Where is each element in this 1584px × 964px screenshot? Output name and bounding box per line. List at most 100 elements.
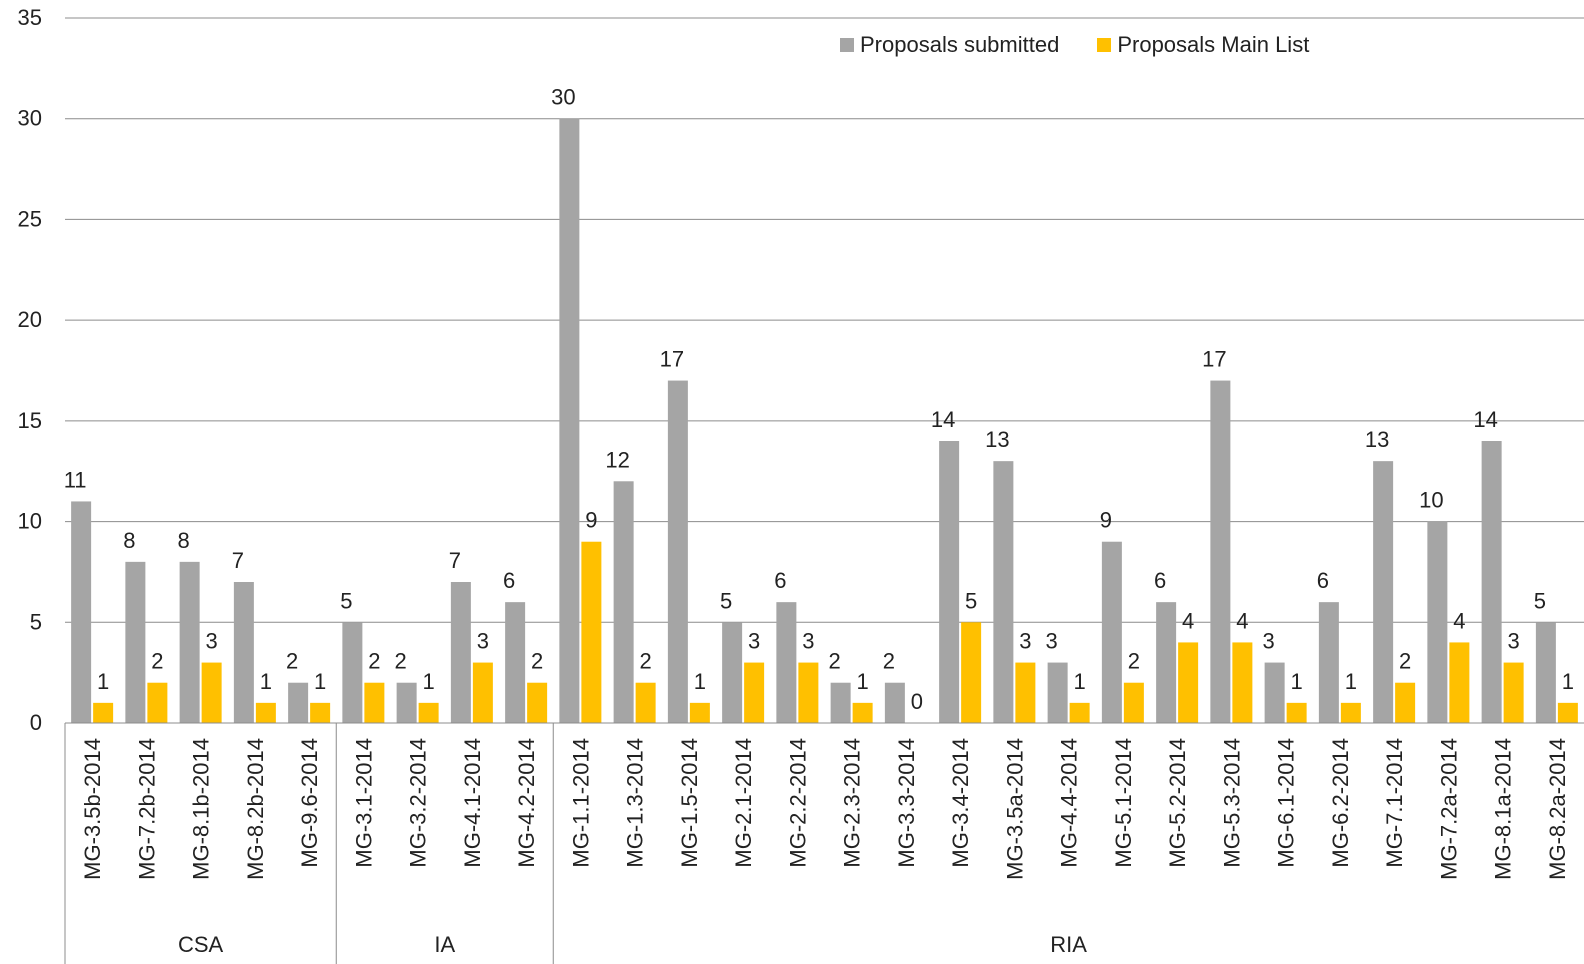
- bar-submitted: [1427, 521, 1448, 723]
- bar-main-list: [147, 682, 168, 723]
- bar-main-list: [961, 622, 982, 723]
- bar-submitted: [505, 602, 526, 723]
- data-label-submitted: 2: [395, 649, 407, 674]
- bar-submitted: [71, 501, 92, 723]
- data-label-submitted: 30: [551, 85, 575, 110]
- y-tick-label: 15: [18, 408, 42, 433]
- bar-submitted: [1481, 441, 1502, 723]
- x-tick-label: MG-2.3-2014: [840, 738, 865, 868]
- data-label-main-list: 1: [97, 669, 109, 694]
- data-label-main-list: 2: [1399, 649, 1411, 674]
- x-tick-label: MG-7.2b-2014: [134, 738, 159, 880]
- data-label-submitted: 10: [1419, 488, 1443, 513]
- x-tick-label: MG-1.3-2014: [623, 738, 648, 868]
- bar-main-list: [1557, 702, 1578, 723]
- bar-submitted: [1373, 461, 1394, 723]
- bar-main-list: [581, 541, 602, 723]
- x-tick-label: MG-6.2-2014: [1328, 738, 1353, 868]
- data-label-submitted: 5: [340, 588, 352, 613]
- bar-submitted: [1318, 602, 1339, 723]
- x-tick-label: MG-8.1b-2014: [189, 738, 214, 880]
- bar-main-list: [852, 702, 873, 723]
- data-label-main-list: 2: [640, 649, 652, 674]
- bar-main-list: [744, 662, 765, 723]
- data-label-submitted: 2: [286, 649, 298, 674]
- bar-submitted: [1156, 602, 1177, 723]
- data-label-main-list: 1: [423, 669, 435, 694]
- y-tick-label: 5: [30, 609, 42, 634]
- x-tick-label: MG-4.4-2014: [1057, 738, 1082, 868]
- data-label-submitted: 3: [1263, 629, 1275, 654]
- data-label-main-list: 2: [368, 649, 380, 674]
- bar-submitted: [667, 380, 688, 723]
- data-label-main-list: 1: [1345, 669, 1357, 694]
- data-label-submitted: 9: [1100, 508, 1112, 533]
- x-tick-label: MG-4.2-2014: [514, 738, 539, 868]
- bar-main-list: [798, 662, 819, 723]
- data-label-main-list: 4: [1182, 608, 1194, 633]
- y-tick-label: 0: [30, 710, 42, 735]
- bar-submitted: [1210, 380, 1231, 723]
- x-tick-label: MG-5.2-2014: [1165, 738, 1190, 868]
- bar-submitted: [939, 441, 960, 723]
- bar-main-list: [1395, 682, 1416, 723]
- bar-submitted: [396, 682, 417, 723]
- data-label-main-list: 2: [1128, 649, 1140, 674]
- data-label-submitted: 3: [1046, 629, 1058, 654]
- x-tick-label: MG-3.1-2014: [351, 738, 376, 868]
- data-label-submitted: 6: [774, 568, 786, 593]
- bar-submitted: [450, 582, 471, 723]
- x-tick-label: MG-4.1-2014: [460, 738, 485, 868]
- data-label-submitted: 6: [1317, 568, 1329, 593]
- data-label-main-list: 4: [1453, 608, 1465, 633]
- y-tick-label: 20: [18, 307, 42, 332]
- data-label-submitted: 7: [232, 548, 244, 573]
- legend-label-main-list: Proposals Main List: [1117, 32, 1310, 57]
- x-tick-label: MG-2.2-2014: [785, 738, 810, 868]
- y-tick-label: 30: [18, 106, 42, 131]
- bar-main-list: [1449, 642, 1470, 723]
- bar-main-list: [255, 702, 276, 723]
- data-label-submitted: 6: [503, 568, 515, 593]
- bar-submitted: [179, 561, 200, 723]
- bar-main-list: [1015, 662, 1036, 723]
- data-label-submitted: 13: [1365, 427, 1389, 452]
- bar-submitted: [233, 582, 254, 723]
- bar-main-list: [1286, 702, 1307, 723]
- bar-main-list: [1503, 662, 1524, 723]
- data-label-main-list: 3: [477, 629, 489, 654]
- data-label-main-list: 3: [1508, 629, 1520, 654]
- x-tick-label: MG-9.6-2014: [297, 738, 322, 868]
- bar-submitted: [125, 561, 146, 723]
- data-label-submitted: 7: [449, 548, 461, 573]
- bar-submitted: [1264, 662, 1285, 723]
- data-label-submitted: 14: [1473, 407, 1497, 432]
- data-label-submitted: 13: [985, 427, 1009, 452]
- data-label-main-list: 1: [1074, 669, 1086, 694]
- data-label-submitted: 2: [829, 649, 841, 674]
- bar-submitted: [342, 622, 363, 723]
- bar-main-list: [93, 702, 114, 723]
- data-label-main-list: 3: [748, 629, 760, 654]
- legend-label-submitted: Proposals submitted: [860, 32, 1060, 57]
- legend: Proposals submitted Proposals Main List: [840, 32, 1309, 58]
- data-label-submitted: 11: [64, 467, 87, 492]
- y-tick-label: 35: [18, 5, 42, 30]
- bar-main-list: [689, 702, 710, 723]
- y-tick-label: 10: [18, 509, 42, 534]
- group-label: RIA: [1050, 932, 1087, 957]
- y-tick-label: 25: [18, 206, 42, 231]
- legend-swatch-submitted: [840, 38, 854, 52]
- data-label-main-list: 1: [1291, 669, 1303, 694]
- bar-main-list: [418, 702, 439, 723]
- x-tick-label: MG-5.1-2014: [1111, 738, 1136, 868]
- bar-main-list: [1178, 642, 1199, 723]
- legend-item-main-list: Proposals Main List: [1097, 32, 1309, 58]
- data-label-submitted: 17: [1202, 347, 1226, 372]
- x-tick-label: MG-3.5a-2014: [1002, 738, 1027, 880]
- bar-main-list: [472, 662, 493, 723]
- bar-main-list: [1340, 702, 1361, 723]
- data-label-main-list: 9: [585, 508, 597, 533]
- x-tick-label: MG-8.2b-2014: [243, 738, 268, 880]
